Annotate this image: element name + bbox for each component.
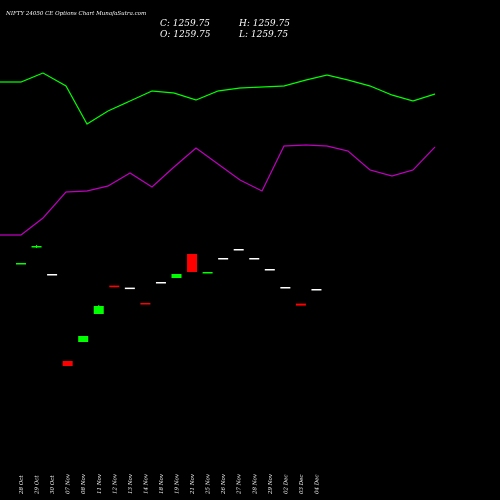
candle <box>155 282 166 284</box>
candle-body <box>295 303 306 306</box>
x-tick-label: 19 Nov <box>175 473 181 494</box>
x-tick-label: 30 Oct <box>50 475 56 494</box>
candle-body <box>47 274 58 276</box>
candle <box>109 285 120 288</box>
x-tick-label: 12 Nov <box>112 473 118 494</box>
open-readout: O: 1259.75 <box>160 30 211 40</box>
candle-body <box>233 249 244 251</box>
candle-body <box>93 306 104 314</box>
x-tick-label: 04 Dec <box>314 475 320 495</box>
candle <box>62 361 73 366</box>
x-tick-label: 21 Nov <box>190 473 196 495</box>
candle-body <box>140 303 151 305</box>
x-tick-label: 25 Nov <box>206 473 212 495</box>
indicator-line-2 <box>0 144 436 236</box>
candle <box>264 269 275 271</box>
candle-body <box>171 274 182 278</box>
x-tick-label: 07 Nov <box>66 473 72 494</box>
candle-body <box>187 254 198 272</box>
candlesticks <box>16 245 322 366</box>
x-tick-label: 28 Nov <box>252 473 258 495</box>
x-tick-label: 18 Nov <box>159 473 165 494</box>
x-tick-label: 14 Nov <box>143 473 149 494</box>
x-tick-label: 26 Nov <box>221 473 227 495</box>
candle-body <box>218 258 229 260</box>
candle <box>233 249 244 251</box>
indicator-line-1 <box>0 72 436 125</box>
candle <box>187 254 198 272</box>
candle-body <box>155 282 166 284</box>
candle <box>295 303 306 306</box>
candle <box>140 303 151 305</box>
x-tick-label: 28 Oct <box>19 475 25 495</box>
candle <box>249 258 260 260</box>
candle-body <box>280 287 291 289</box>
candle <box>78 336 89 342</box>
candle-body <box>249 258 260 260</box>
x-tick-label: 08 Nov <box>81 473 87 494</box>
candle-body <box>311 289 322 291</box>
candle-body <box>264 269 275 271</box>
candle <box>171 274 182 278</box>
candle-body <box>202 272 213 274</box>
x-tick-label: 02 Dec <box>283 475 289 495</box>
candle <box>16 263 26 265</box>
x-tick-label: 03 Dec <box>299 475 305 495</box>
candle-body <box>62 361 73 366</box>
candle <box>202 272 213 274</box>
candle <box>93 305 104 314</box>
candle-body <box>16 263 26 265</box>
high-readout: H: 1259.75 <box>238 19 290 29</box>
candle <box>218 258 229 260</box>
x-tick-label: 29 Nov <box>268 473 274 495</box>
candle <box>311 289 322 291</box>
x-axis-labels: 28 Oct 29 Oct 30 Oct 07 Nov 08 Nov 11 Nov 12 N… <box>19 473 320 495</box>
x-tick-label: 27 Nov <box>237 473 243 495</box>
low-readout: L: 1259.75 <box>238 30 288 40</box>
x-tick-label: 29 Oct <box>35 475 41 495</box>
candle <box>31 245 42 248</box>
candle-body <box>78 336 89 342</box>
candle <box>124 287 135 290</box>
candle-body <box>31 246 42 248</box>
candle-body <box>124 287 135 290</box>
x-tick-label: 11 Nov <box>97 473 103 494</box>
candle-body <box>109 285 120 288</box>
x-tick-label: 13 Nov <box>128 473 134 494</box>
indicator-lines <box>0 72 436 236</box>
candle <box>47 274 58 276</box>
candle <box>280 287 291 289</box>
close-readout: C: 1259.75 <box>160 19 210 29</box>
chart-title: NIFTY 24050 CE Options Chart MunafaSutra… <box>5 11 146 17</box>
